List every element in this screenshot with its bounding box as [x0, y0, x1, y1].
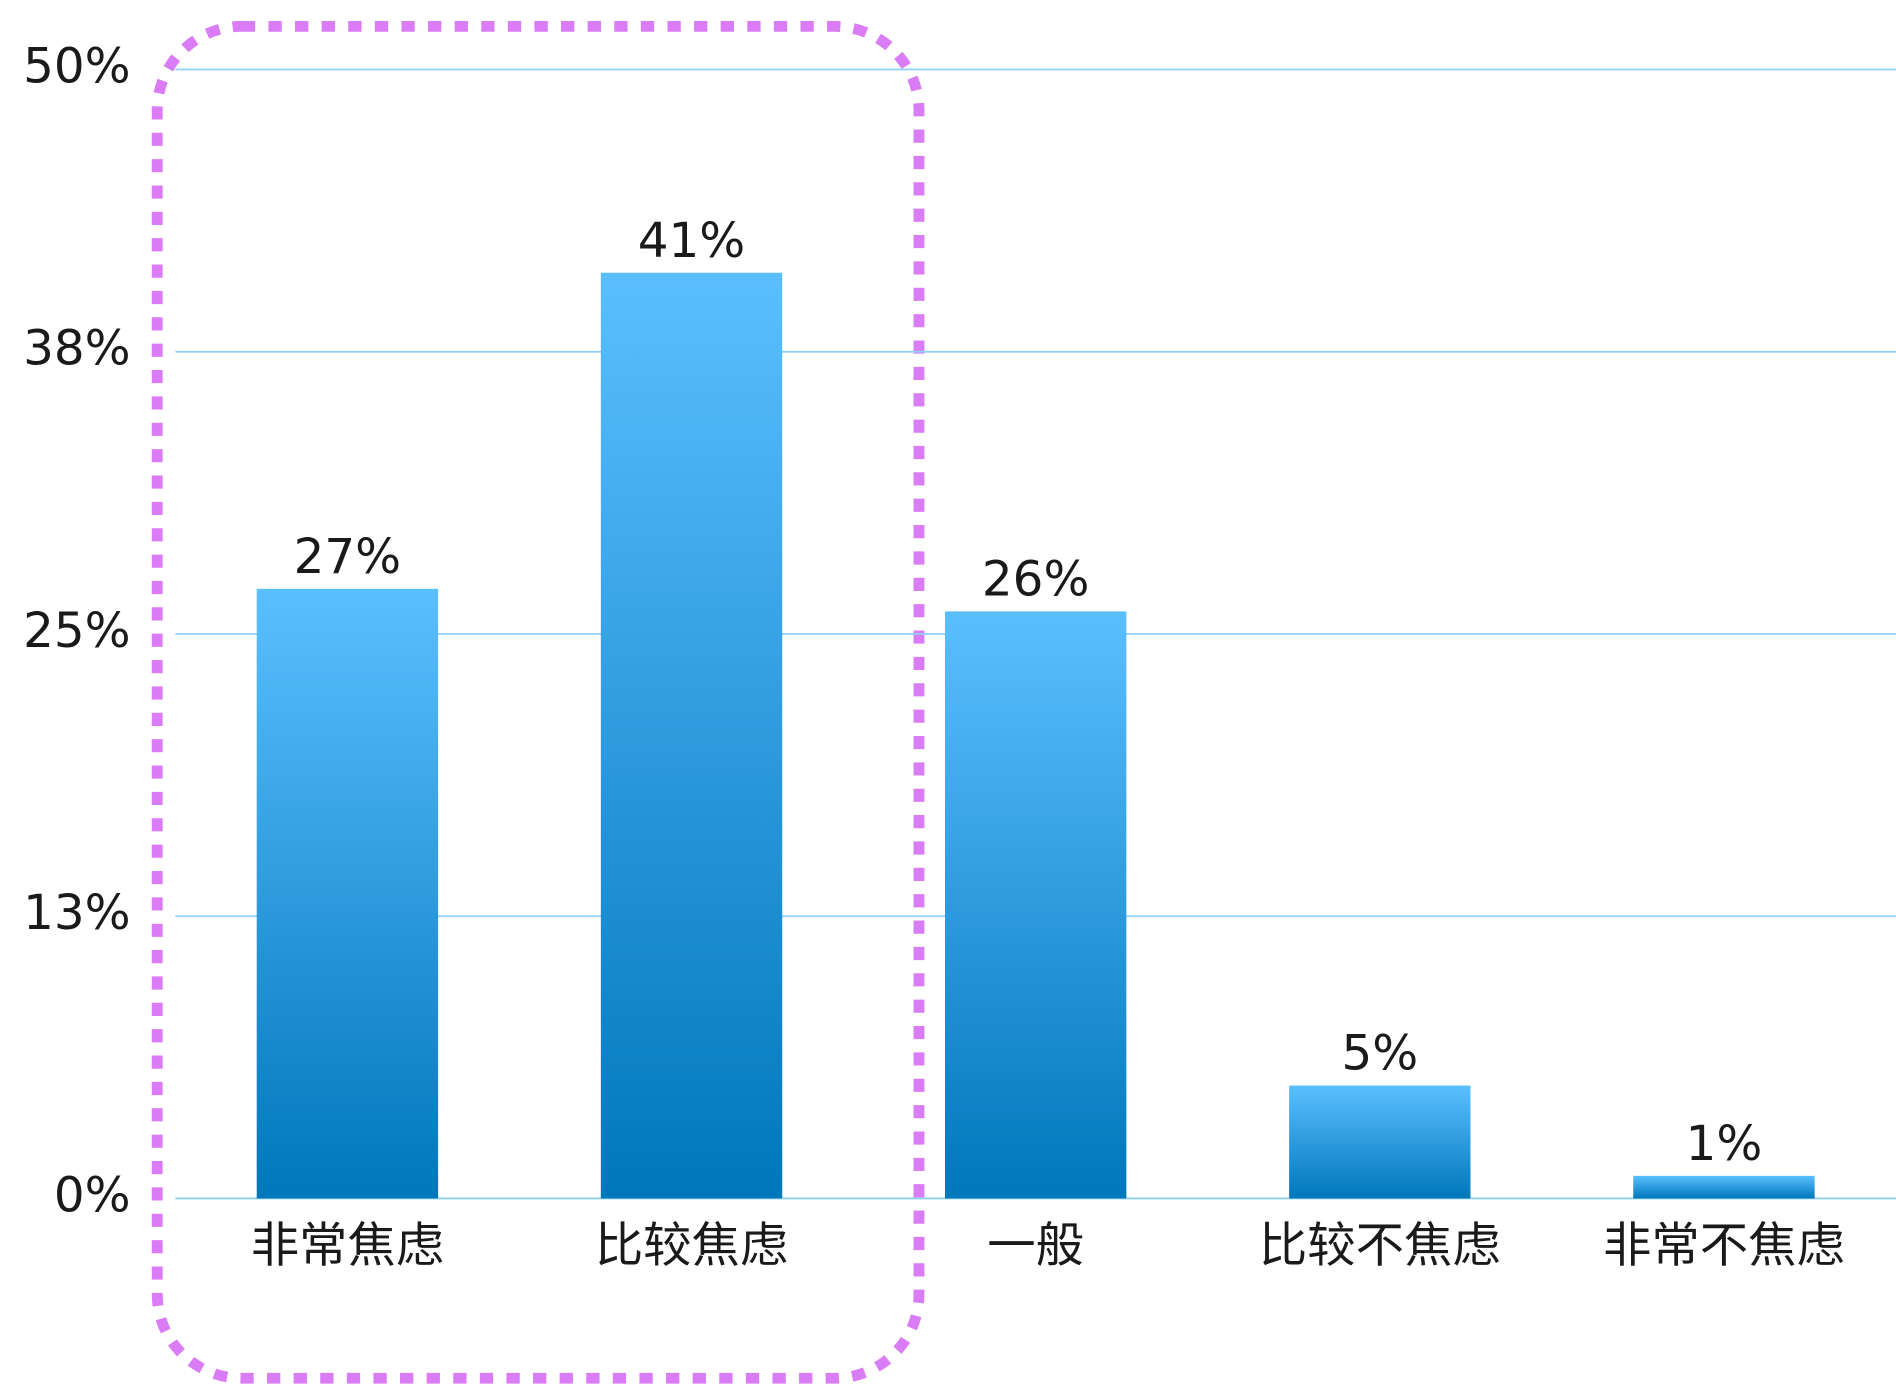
- bar: [600, 272, 783, 1199]
- value-label: 27%: [294, 529, 401, 585]
- x-tick-label: 非常不焦虑: [1603, 1218, 1845, 1274]
- highlight-box: [151, 20, 925, 1384]
- value-label: 26%: [982, 552, 1089, 608]
- y-tick-label: 0%: [54, 1168, 131, 1224]
- value-label: 5%: [1341, 1026, 1418, 1082]
- y-tick-label: 50%: [23, 39, 130, 95]
- bar: [1289, 1085, 1471, 1199]
- y-tick-label: 13%: [23, 885, 130, 941]
- x-tick-label: 一般: [987, 1218, 1084, 1274]
- bar: [1633, 1175, 1815, 1199]
- value-label: 41%: [638, 213, 745, 269]
- x-tick-label: 比较不焦虑: [1259, 1218, 1501, 1274]
- value-label: 1%: [1686, 1116, 1763, 1172]
- x-tick-label: 非常焦虑: [251, 1218, 444, 1274]
- y-tick-label: 25%: [23, 603, 130, 659]
- x-tick-label: 比较焦虑: [595, 1218, 788, 1274]
- bar: [256, 588, 439, 1199]
- y-tick-label: 38%: [23, 321, 130, 377]
- bar: [944, 611, 1127, 1199]
